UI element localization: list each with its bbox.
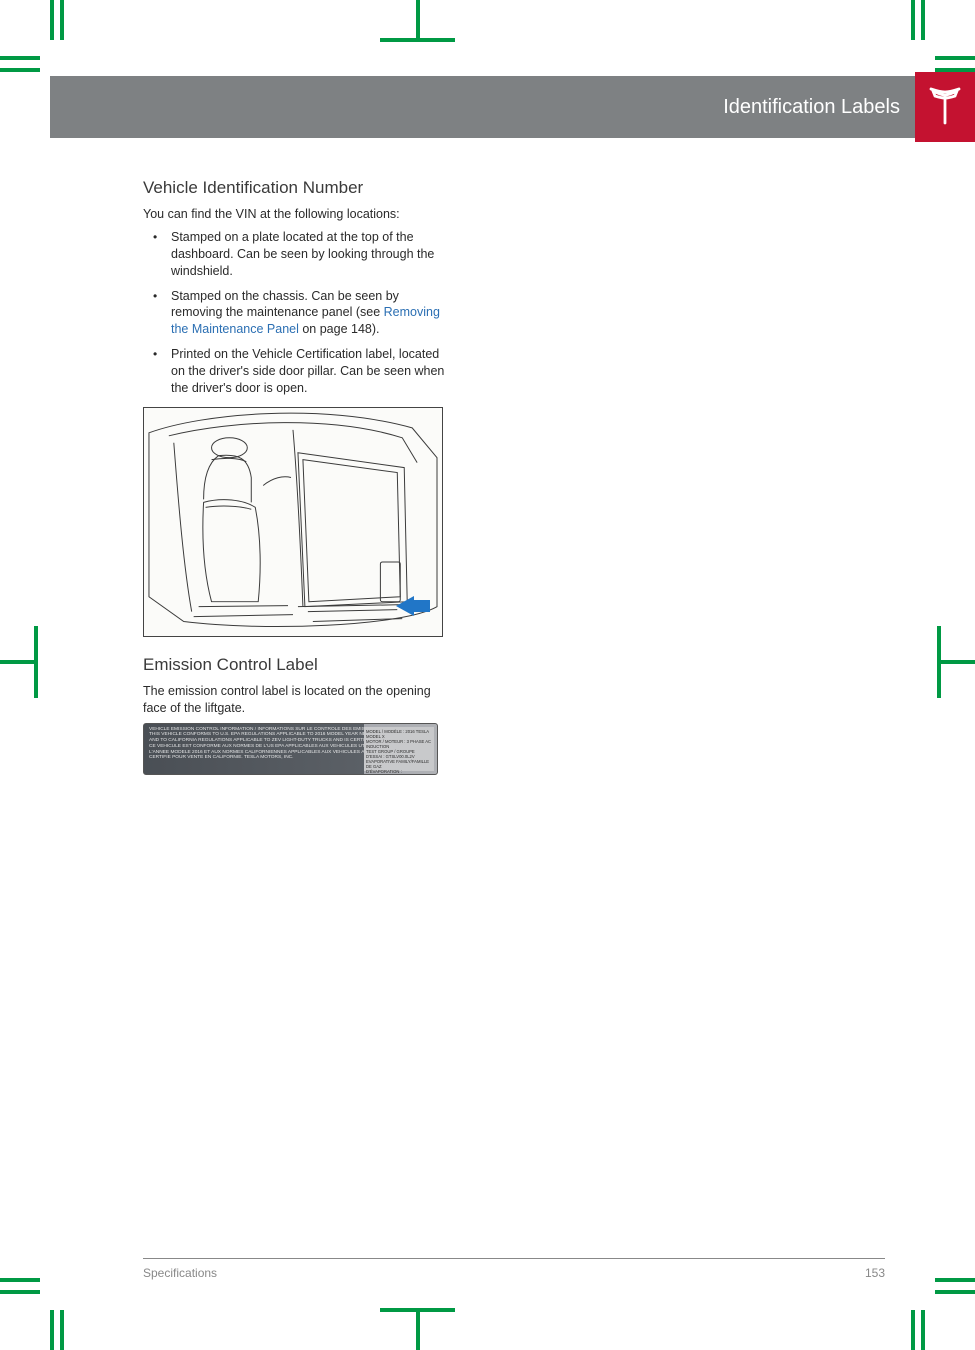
vin-intro-text: You can find the VIN at the following lo… <box>143 206 453 223</box>
list-item: Stamped on a plate located at the top of… <box>143 229 453 280</box>
crop-mark <box>911 1310 915 1350</box>
crop-mark <box>416 0 420 42</box>
crop-mark <box>937 660 975 664</box>
vin-locations-list: Stamped on a plate located at the top of… <box>143 229 453 397</box>
list-item: Stamped on the chassis. Can be seen by r… <box>143 288 453 339</box>
bullet-text-pre: Stamped on the chassis. Can be seen by r… <box>171 289 399 320</box>
header-band: Identification Labels <box>50 76 975 138</box>
spec-line: MOTOR / MOTEUR : 3 PHASE AC INDUCTION <box>366 739 432 749</box>
crop-mark <box>0 56 40 60</box>
emission-label-figure: VEHICLE EMISSION CONTROL INFORMATION / I… <box>143 723 438 775</box>
crop-mark <box>937 626 941 698</box>
spec-line: D'ÉVAPORATION : GTSLR0000LZV <box>366 769 432 775</box>
page-title: Identification Labels <box>723 96 900 119</box>
footer-section-name: Specifications <box>143 1266 217 1280</box>
crop-mark <box>50 1310 54 1350</box>
bullet-text: Stamped on a plate located at the top of… <box>171 230 434 278</box>
bullet-text-post: on page 148). <box>299 322 380 336</box>
crop-mark <box>935 1290 975 1294</box>
crop-mark <box>935 56 975 60</box>
crop-mark <box>0 660 38 664</box>
crop-mark <box>60 0 64 40</box>
crop-mark <box>0 1290 40 1294</box>
spec-line: MODEL / MODÈLE : 2016 TESLA MODEL X <box>366 729 432 739</box>
footer-page-number: 153 <box>865 1266 885 1280</box>
section-heading-emission: Emission Control Label <box>143 655 453 675</box>
crop-mark <box>380 1308 455 1312</box>
page-footer: Specifications 153 <box>143 1258 885 1280</box>
crop-mark <box>911 0 915 40</box>
callout-arrow <box>412 600 430 612</box>
crop-mark <box>0 1278 40 1282</box>
brand-logo <box>915 72 975 142</box>
tesla-logo-icon <box>927 87 963 127</box>
emission-body-text: The emission control label is located on… <box>143 683 453 717</box>
section-heading-vin: Vehicle Identification Number <box>143 178 453 198</box>
crop-mark <box>34 626 38 698</box>
crop-mark <box>935 1278 975 1282</box>
spec-line: EVAPORATIVE FAMILY/FAMILLE DE GAZ <box>366 759 432 769</box>
crop-mark <box>0 68 40 72</box>
label-spec-box: MODEL / MODÈLE : 2016 TESLA MODEL X MOTO… <box>364 727 434 771</box>
callout-arrow-head <box>396 596 414 616</box>
spec-line: TEST GROUP / GROUPE D'ESSAI : GTSLV00.0L… <box>366 749 432 759</box>
crop-mark <box>60 1310 64 1350</box>
crop-mark <box>921 1310 925 1350</box>
content-column: Vehicle Identification Number You can fi… <box>143 178 453 775</box>
crop-mark <box>380 38 455 42</box>
bullet-text: Printed on the Vehicle Certification lab… <box>171 347 444 395</box>
crop-mark <box>921 0 925 40</box>
crop-mark <box>416 1308 420 1350</box>
vin-location-figure <box>143 407 443 637</box>
list-item: Printed on the Vehicle Certification lab… <box>143 346 453 397</box>
crop-mark <box>50 0 54 40</box>
